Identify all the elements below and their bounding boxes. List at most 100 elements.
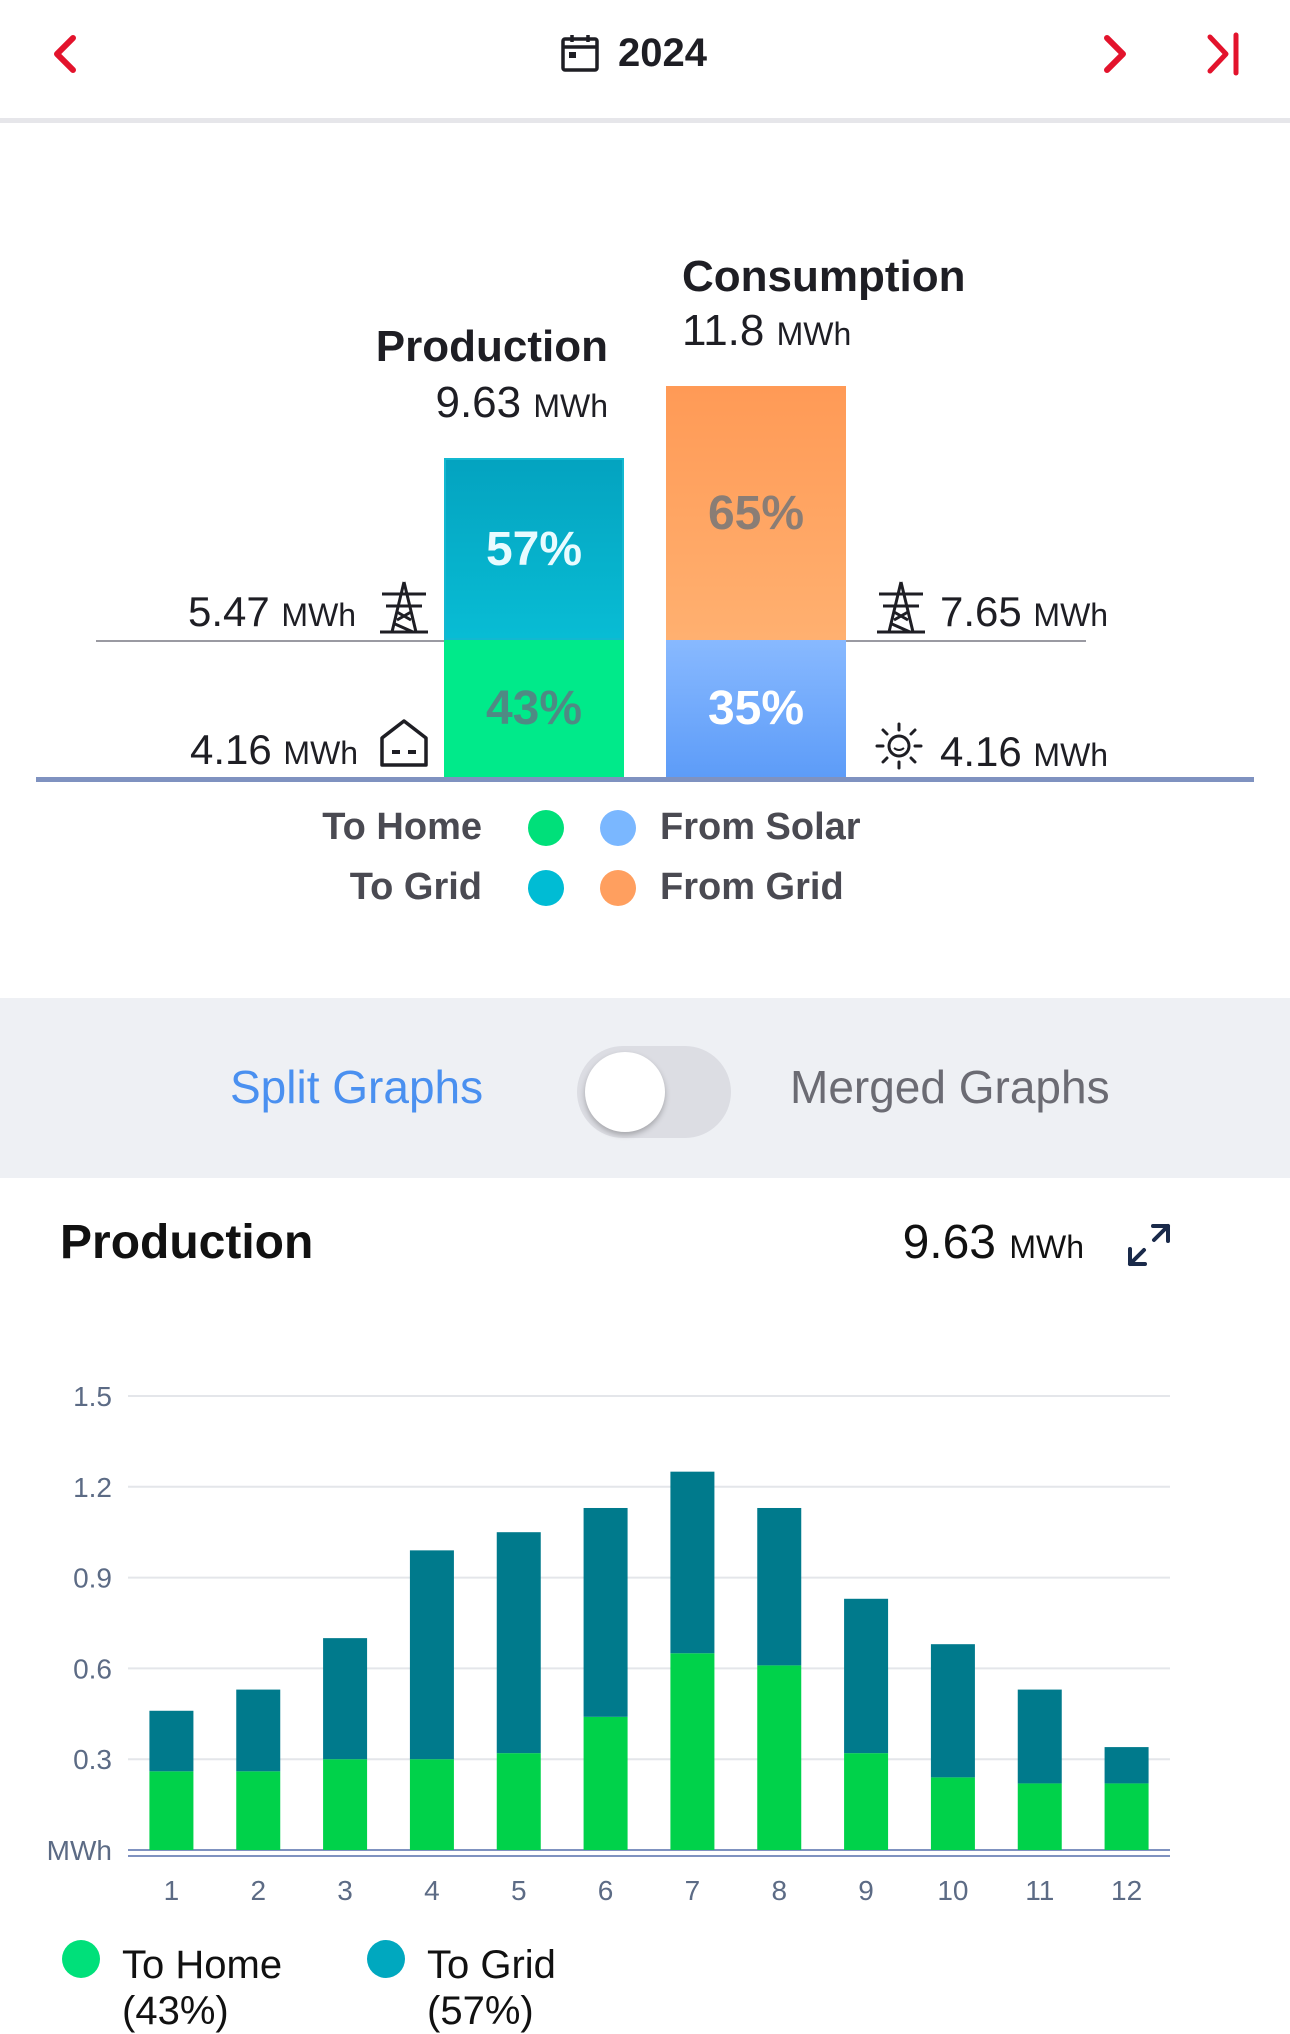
consumption-summary-number: 11.8 <box>682 306 765 355</box>
consumption-from-solar-percent: 35% <box>707 682 805 735</box>
x-tick-label: 3 <box>337 1875 353 1906</box>
legend-from-solar-label: From Solar <box>660 806 861 848</box>
chevron-left-icon <box>54 35 76 73</box>
chart-legend-to-grid: To Grid (57%) <box>427 1942 556 2034</box>
bar-to-grid <box>409 1550 454 1760</box>
consumption-summary-title: Consumption <box>682 252 966 301</box>
production-to-home-segment: 43% <box>444 640 624 777</box>
chart-legend-to-home-label: To Home <box>122 1943 283 1987</box>
production-summary-number: 9.63 <box>435 378 522 427</box>
production-to-home-percent: 43% <box>485 682 583 735</box>
bar-to-grid <box>496 1532 541 1754</box>
y-tick-label: 0.3 <box>73 1744 112 1775</box>
top-navigation-bar: 2024 <box>0 0 1290 123</box>
merged-graphs-option[interactable]: Merged Graphs <box>790 1061 1110 1113</box>
right-from-grid-unit: MWh <box>1033 597 1109 633</box>
bar-to-grid <box>583 1507 628 1717</box>
production-summary-value: 9.63 MWh <box>300 378 608 428</box>
skip-to-end-icon <box>1207 32 1239 76</box>
right-from-grid-value: 7.65 <box>940 588 1022 635</box>
x-tick-label: 1 <box>164 1875 180 1906</box>
x-tick-label: 4 <box>424 1875 440 1906</box>
year-selector[interactable]: 2024 <box>560 18 707 88</box>
production-section-total-value: 9.63 <box>902 1216 996 1269</box>
production-section-title: Production <box>60 1216 314 1269</box>
production-to-grid-percent: 57% <box>485 522 583 576</box>
chart-legend-to-home: To Home (43%) <box>122 1942 282 2034</box>
x-tick-label: 7 <box>685 1875 701 1906</box>
summary-baseline <box>36 777 1254 782</box>
y-tick-label: 1.5 <box>73 1381 112 1412</box>
x-tick-label: 9 <box>858 1875 874 1906</box>
chevron-right-icon <box>1104 35 1126 73</box>
x-tick-label: 2 <box>250 1875 266 1906</box>
bar-to-home <box>757 1665 802 1850</box>
left-to-home-unit: MWh <box>283 735 359 771</box>
sun-icon <box>875 722 923 770</box>
left-to-grid-value: 5.47 <box>188 588 270 635</box>
bar-to-home <box>323 1759 368 1850</box>
legend-to-home-label: To Home <box>322 806 482 848</box>
home-icon <box>380 719 428 767</box>
bar-to-home <box>496 1753 541 1850</box>
y-tick-label: 0.9 <box>73 1563 112 1594</box>
y-tick-label: 1.2 <box>73 1472 112 1503</box>
bar-to-home <box>1017 1783 1062 1850</box>
bar-to-home <box>1104 1783 1149 1850</box>
consumption-summary-value: 11.8 MWh <box>682 306 851 356</box>
switch-knob <box>585 1052 665 1132</box>
bar-to-grid <box>670 1471 715 1654</box>
y-axis-unit-label: MWh <box>47 1835 112 1866</box>
chart-legend-to-home-dot <box>62 1940 100 1978</box>
x-tick-label: 11 <box>1025 1875 1054 1906</box>
expand-icon[interactable] <box>1124 1220 1174 1270</box>
legend-from-grid-label: From Grid <box>660 866 844 908</box>
legend-to-home-dot <box>528 810 564 846</box>
bar-to-grid <box>236 1689 281 1772</box>
production-section-total: 9.63 MWh <box>903 1215 1084 1270</box>
chart-bars <box>149 1471 1149 1850</box>
chart-x-labels: 1 2 3 4 5 6 7 8 9 10 11 12 <box>164 1875 1143 1906</box>
left-divider-line <box>96 640 444 642</box>
x-tick-label: 8 <box>771 1875 787 1906</box>
x-tick-label: 12 <box>1111 1875 1142 1906</box>
power-tower-icon <box>380 581 428 634</box>
left-to-home-amount: 4.16 MWh <box>190 726 358 774</box>
bar-to-home <box>844 1753 889 1850</box>
bar-to-grid <box>323 1638 368 1760</box>
production-summary-unit: MWh <box>533 388 608 424</box>
bar-to-grid <box>757 1507 802 1666</box>
legend-from-solar-dot <box>600 810 636 846</box>
next-period-button[interactable] <box>1070 14 1160 94</box>
consumption-summary-unit: MWh <box>776 316 852 352</box>
right-from-grid-amount: 7.65 MWh <box>940 588 1108 636</box>
graph-mode-toggle-bar: Split Graphs Merged Graphs <box>0 998 1290 1178</box>
bar-to-grid <box>1104 1747 1149 1784</box>
bar-to-grid <box>149 1710 194 1772</box>
right-from-solar-value: 4.16 <box>940 728 1022 775</box>
consumption-from-grid-percent: 65% <box>707 486 805 540</box>
jump-to-latest-button[interactable] <box>1178 14 1268 94</box>
split-graphs-option[interactable]: Split Graphs <box>230 1061 484 1113</box>
chart-legend-to-grid-label: To Grid <box>427 1943 556 1987</box>
right-from-solar-amount: 4.16 MWh <box>940 728 1108 776</box>
bar-to-grid <box>844 1598 889 1754</box>
bar-to-home <box>930 1777 975 1850</box>
production-to-grid-segment: 57% <box>444 458 624 640</box>
chart-grid: 1.5 1.2 0.9 0.6 0.3 MWh <box>47 1381 1170 1866</box>
chart-legend-to-grid-dot <box>367 1940 405 1978</box>
previous-period-button[interactable] <box>20 14 110 94</box>
left-to-home-value: 4.16 <box>190 726 272 773</box>
left-to-grid-unit: MWh <box>281 597 357 633</box>
calendar-icon <box>561 35 599 72</box>
left-to-grid-amount: 5.47 MWh <box>188 588 356 636</box>
bar-to-grid <box>930 1644 975 1778</box>
production-section-total-unit: MWh <box>1009 1229 1084 1265</box>
bar-to-home <box>149 1771 194 1850</box>
chart-legend-to-home-percent: (43%) <box>122 1989 229 2033</box>
right-from-solar-unit: MWh <box>1033 737 1109 773</box>
graph-mode-switch[interactable] <box>577 1046 731 1138</box>
right-divider-line <box>846 640 1086 642</box>
bar-to-grid <box>1017 1689 1062 1784</box>
